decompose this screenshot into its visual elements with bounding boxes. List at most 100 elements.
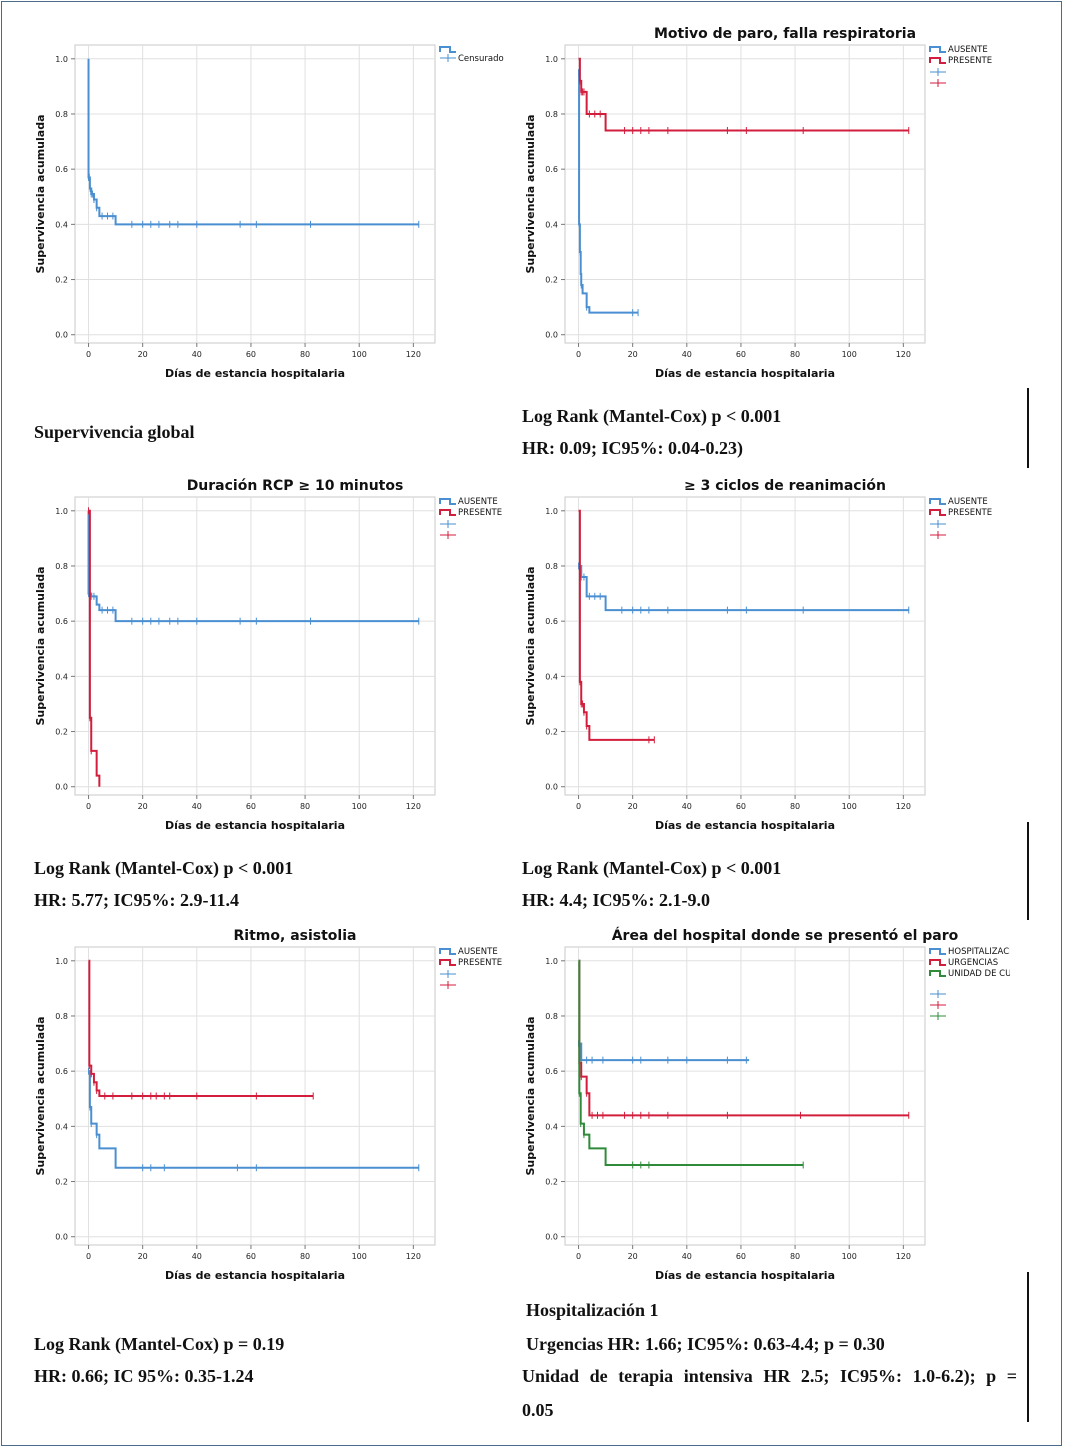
chart-title: Motivo de paro, falla respiratoria xyxy=(654,26,916,42)
x-tick-label: 80 xyxy=(790,1252,800,1261)
chart-ritmo-asistolia: 0 20 40 60 80 100 120 0.0 0.2 0.4 0.6 0.8 1.0 Ritmo, … xyxy=(20,920,520,1290)
x-axis-label: Días de estancia hospitalaria xyxy=(165,367,345,380)
x-axis-label: Días de estancia hospitalaria xyxy=(655,819,835,832)
y-tick-label: 0.0 xyxy=(545,1233,558,1242)
x-tick-label: 60 xyxy=(246,350,256,359)
x-axis-label: Días de estancia hospitalaria xyxy=(165,1269,345,1282)
y-tick-label: 0.2 xyxy=(55,728,68,737)
divider-bar xyxy=(1027,1272,1029,1422)
legend-swatch xyxy=(929,509,946,516)
y-tick-label: 0.2 xyxy=(545,1178,558,1187)
y-tick-label: 1.0 xyxy=(545,957,558,966)
divider-bar xyxy=(1027,822,1029,920)
legend-swatch xyxy=(929,498,946,505)
km-curve-ausente xyxy=(88,1070,419,1169)
legend-swatch xyxy=(929,959,946,966)
y-tick-label: 0.4 xyxy=(545,672,558,681)
legend-label: AUSENTE xyxy=(948,45,988,55)
y-tick-label: 0.2 xyxy=(55,276,68,285)
chart-duracion-rcp: 0 20 40 60 80 100 120 0.0 0.2 0.4 0.6 0.8 1.0 Duració… xyxy=(20,470,520,840)
legend-swatch xyxy=(929,948,946,955)
legend-label: PRESENTE xyxy=(948,508,992,518)
y-axis-label: Supervivencia acumulada xyxy=(34,114,47,273)
x-tick-label: 60 xyxy=(736,1252,746,1261)
x-tick-label: 20 xyxy=(138,1252,148,1261)
y-axis-label: Supervivencia acumulada xyxy=(34,1016,47,1175)
x-tick-label: 40 xyxy=(192,1252,202,1261)
chart-svg: 0 20 40 60 80 100 120 0.0 0.2 0.4 0.6 0.8 1.0 Área de… xyxy=(524,927,1010,1282)
caption-logrank-falla-respiratoria: Log Rank (Mantel-Cox) p < 0.001 xyxy=(522,406,782,426)
chart-title: Área del hospital donde se presentó el p… xyxy=(612,927,959,944)
divider-bar xyxy=(1027,388,1029,468)
chart-area-hospital: 0 20 40 60 80 100 120 0.0 0.2 0.4 0.6 0.8 1.0 Área de… xyxy=(510,920,1010,1290)
y-tick-label: 0.6 xyxy=(55,1067,68,1076)
y-tick-label: 0.0 xyxy=(55,783,68,792)
caption-hospitalizacion-ref: Hospitalización 1 xyxy=(526,1300,659,1320)
km-curve-ausente xyxy=(578,564,909,612)
legend-label: PRESENTE xyxy=(458,958,502,968)
chart-title: ≥ 3 ciclos de reanimación xyxy=(684,478,886,494)
chart-svg: 0 20 40 60 80 100 120 0.0 0.2 0.4 0.6 0.8 1.0 Días de… xyxy=(34,44,504,380)
x-tick-label: 100 xyxy=(842,350,857,359)
x-tick-label: 0 xyxy=(86,1252,91,1261)
y-tick-label: 1.0 xyxy=(55,957,68,966)
x-tick-label: 0 xyxy=(86,802,91,811)
x-tick-label: 40 xyxy=(682,350,692,359)
chart-ciclos-reanimacion: 0 20 40 60 80 100 120 0.0 0.2 0.4 0.6 0.8 1.0 ≥ 3 cic… xyxy=(510,470,1010,840)
caption-hr-ciclos: HR: 4.4; IC95%: 2.1-9.0 xyxy=(522,890,710,910)
x-tick-label: 60 xyxy=(246,802,256,811)
x-tick-label: 120 xyxy=(896,1252,911,1261)
y-axis-label: Supervivencia acumulada xyxy=(524,566,537,725)
y-tick-label: 0.8 xyxy=(55,110,68,119)
x-tick-label: 120 xyxy=(896,802,911,811)
x-tick-label: 0 xyxy=(576,1252,581,1261)
x-tick-label: 100 xyxy=(842,1252,857,1261)
chart-svg: 0 20 40 60 80 100 120 0.0 0.2 0.4 0.6 0.8 1.0 Duració… xyxy=(34,478,502,832)
x-tick-label: 20 xyxy=(628,1252,638,1261)
legend-label: AUSENTE xyxy=(458,497,498,507)
y-tick-label: 0.8 xyxy=(55,562,68,571)
km-curve-unidad-de-cuidados-intensivos xyxy=(578,959,804,1166)
legend-label: AUSENTE xyxy=(458,947,498,957)
chart-falla-respiratoria: 0 20 40 60 80 100 120 0.0 0.2 0.4 0.6 0.8 1.0 Motivo … xyxy=(510,18,1010,388)
x-tick-label: 100 xyxy=(352,802,367,811)
y-axis-label: Supervivencia acumulada xyxy=(34,566,47,725)
x-tick-label: 0 xyxy=(576,350,581,359)
x-axis-label: Días de estancia hospitalaria xyxy=(655,367,835,380)
chart-svg: 0 20 40 60 80 100 120 0.0 0.2 0.4 0.6 0.8 1.0 Motivo … xyxy=(524,26,992,380)
chart-supervivencia-global: 0 20 40 60 80 100 120 0.0 0.2 0.4 0.6 0.8 1.0 Días de… xyxy=(20,18,520,388)
x-tick-label: 80 xyxy=(300,1252,310,1261)
legend-label: PRESENTE xyxy=(948,56,992,66)
legend-label: URGENCIAS xyxy=(948,958,998,968)
caption-hr-asistolia: HR: 0.66; IC 95%: 0.35-1.24 xyxy=(34,1366,254,1386)
legend-swatch xyxy=(929,46,946,53)
x-tick-label: 40 xyxy=(682,802,692,811)
y-tick-label: 0.4 xyxy=(55,220,68,229)
y-tick-label: 0.4 xyxy=(55,1122,68,1131)
y-tick-label: 0.0 xyxy=(545,783,558,792)
y-tick-label: 0.6 xyxy=(545,165,558,174)
x-tick-label: 20 xyxy=(628,802,638,811)
y-tick-label: 0.4 xyxy=(545,1122,558,1131)
y-tick-label: 0.0 xyxy=(55,1233,68,1242)
legend-label: PRESENTE xyxy=(458,508,502,518)
x-tick-label: 20 xyxy=(138,802,148,811)
chart-svg: 0 20 40 60 80 100 120 0.0 0.2 0.4 0.6 0.8 1.0 Ritmo, … xyxy=(34,928,502,1282)
x-tick-label: 40 xyxy=(192,350,202,359)
y-tick-label: 0.6 xyxy=(545,1067,558,1076)
legend-label: Censurado xyxy=(458,54,504,64)
x-tick-label: 80 xyxy=(790,350,800,359)
y-tick-label: 0.8 xyxy=(545,1012,558,1021)
y-tick-label: 0.8 xyxy=(55,1012,68,1021)
legend-swatch xyxy=(439,46,456,53)
y-tick-label: 0.2 xyxy=(55,1178,68,1187)
x-tick-label: 60 xyxy=(736,350,746,359)
x-tick-label: 40 xyxy=(192,802,202,811)
caption-urgencias-hr: Urgencias HR: 1.66; IC95%: 0.63-4.4; p =… xyxy=(526,1334,885,1354)
caption-logrank-asistolia: Log Rank (Mantel-Cox) p = 0.19 xyxy=(34,1334,285,1354)
x-tick-label: 20 xyxy=(138,350,148,359)
x-tick-label: 100 xyxy=(842,802,857,811)
x-tick-label: 40 xyxy=(682,1252,692,1261)
x-tick-label: 20 xyxy=(628,350,638,359)
